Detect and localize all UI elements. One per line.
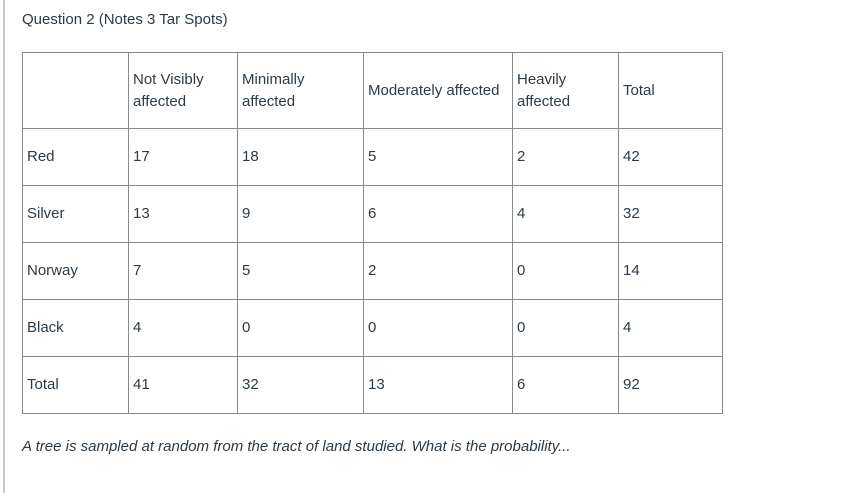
question-prompt: A tree is sampled at random from the tra… (22, 438, 571, 455)
header-cell-moderately: Moderately affected (363, 52, 513, 129)
table-row-silver: Silver 13 9 6 4 32 (22, 185, 723, 243)
cell-value: 6 (363, 185, 513, 243)
cell-value: 6 (512, 356, 619, 414)
cell-value: 14 (618, 242, 723, 300)
cell-value: 7 (128, 242, 238, 300)
cell-value: 5 (363, 128, 513, 186)
page-title: Question 2 (Notes 3 Tar Spots) (22, 11, 228, 28)
header-cell-minimally: Minimally affected (237, 52, 364, 129)
cell-value: 4 (618, 299, 723, 357)
cell-value: 0 (363, 299, 513, 357)
page-left-border (3, 0, 5, 493)
row-label: Red (22, 128, 129, 186)
cell-value: 13 (128, 185, 238, 243)
cell-value: 32 (237, 356, 364, 414)
cell-value: 4 (128, 299, 238, 357)
table-row-black: Black 4 0 0 0 4 (22, 299, 723, 357)
table-row-norway: Norway 7 5 2 0 14 (22, 242, 723, 300)
header-cell-heavily: Heavily affected (512, 52, 619, 129)
row-label: Black (22, 299, 129, 357)
table-row-total: Total 41 32 13 6 92 (22, 356, 723, 414)
question-content: Question 2 (Notes 3 Tar Spots) Not Visib… (22, 11, 762, 455)
cell-value: 2 (512, 128, 619, 186)
cell-value: 13 (363, 356, 513, 414)
cell-value: 4 (512, 185, 619, 243)
cell-value: 0 (237, 299, 364, 357)
header-cell-total: Total (618, 52, 723, 129)
cell-value: 2 (363, 242, 513, 300)
cell-value: 5 (237, 242, 364, 300)
cell-value: 17 (128, 128, 238, 186)
cell-value: 32 (618, 185, 723, 243)
row-label: Silver (22, 185, 129, 243)
table-header-row: Not Visibly affected Minimally affected … (22, 52, 723, 129)
row-label: Total (22, 356, 129, 414)
table-row-red: Red 17 18 5 2 42 (22, 128, 723, 186)
cell-value: 18 (237, 128, 364, 186)
header-cell-blank (22, 52, 129, 129)
cell-value: 42 (618, 128, 723, 186)
header-cell-not-visibly: Not Visibly affected (128, 52, 238, 129)
cell-value: 0 (512, 242, 619, 300)
cell-value: 9 (237, 185, 364, 243)
tar-spots-table: Not Visibly affected Minimally affected … (22, 52, 723, 414)
cell-value: 41 (128, 356, 238, 414)
row-label: Norway (22, 242, 129, 300)
cell-value: 92 (618, 356, 723, 414)
cell-value: 0 (512, 299, 619, 357)
